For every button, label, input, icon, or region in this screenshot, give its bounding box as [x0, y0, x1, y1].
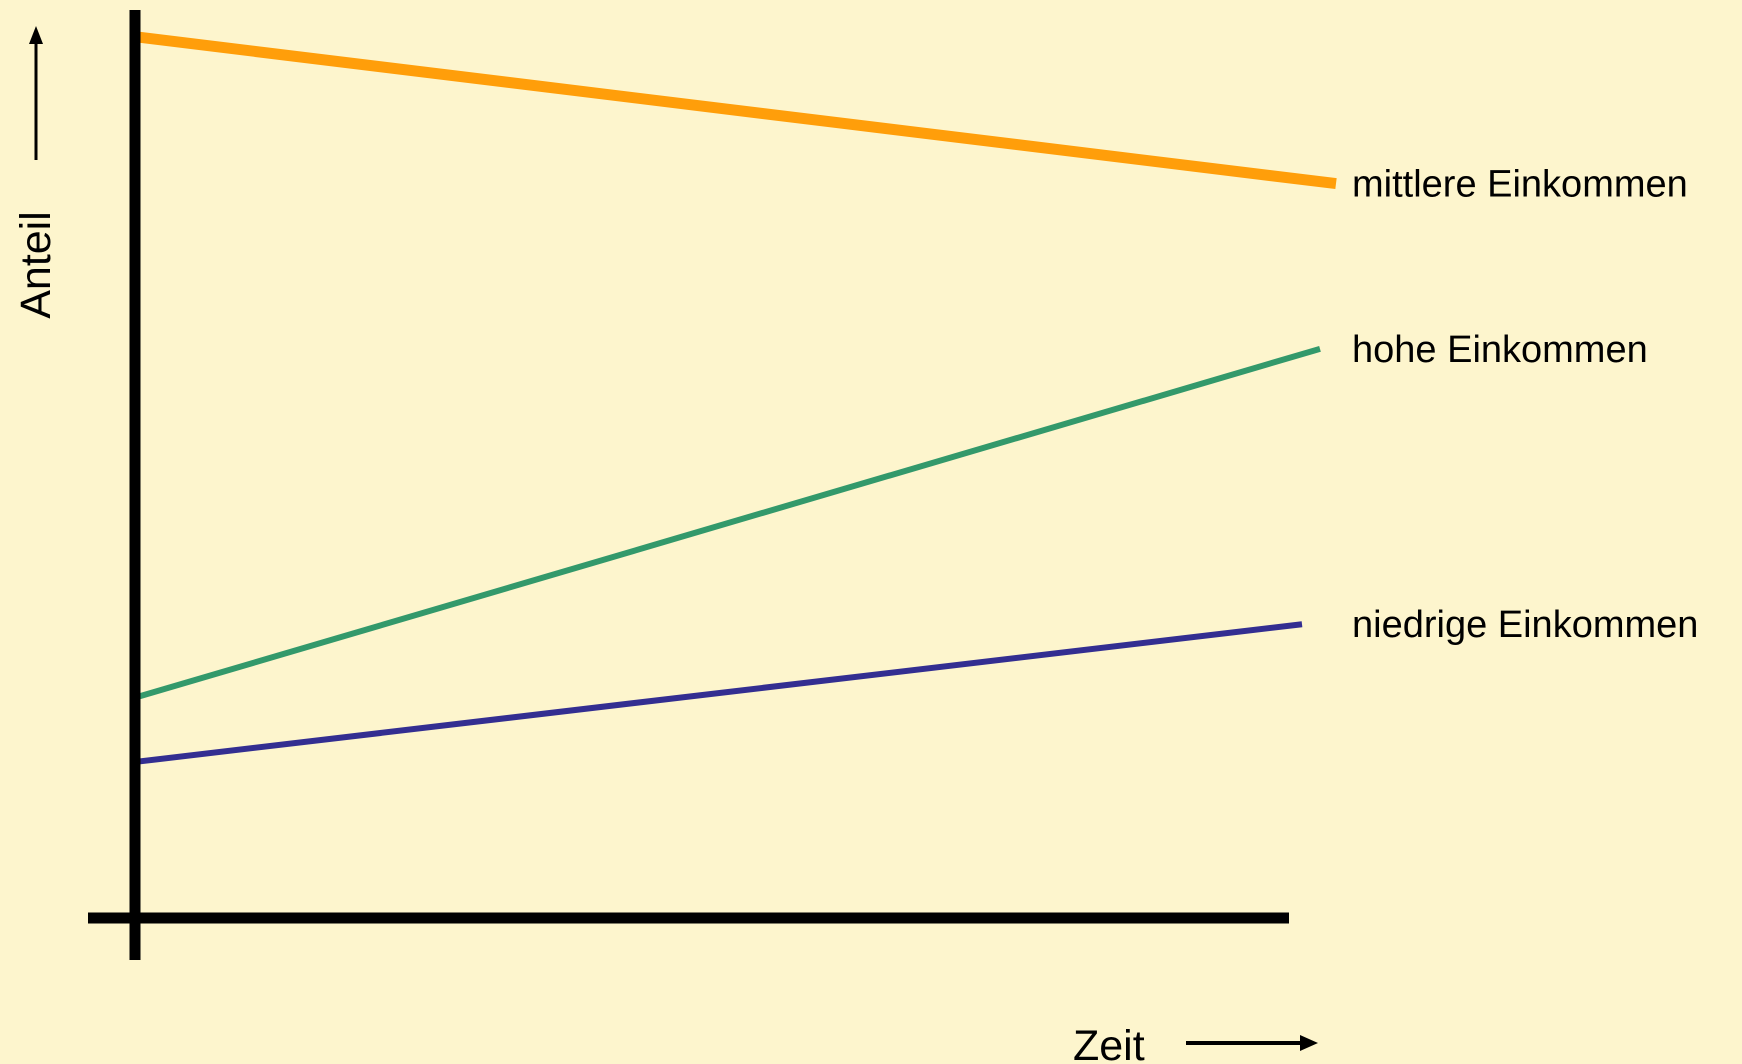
- x-axis-title: Zeit: [1073, 1022, 1318, 1064]
- series-label-mittlere-einkommen: mittlere Einkommen: [1352, 164, 1688, 206]
- series-label-niedrige-einkommen: niedrige Einkommen: [1352, 604, 1698, 646]
- y-axis-label: Anteil: [12, 211, 60, 319]
- y-axis-title: Anteil: [12, 26, 60, 319]
- x-axis-arrow-head: [1300, 1035, 1318, 1051]
- series-label-hohe-einkommen: hohe Einkommen: [1352, 329, 1648, 371]
- y-axis-arrow-head: [29, 26, 43, 44]
- series-layer: mittlere Einkommen hohe Einkommen niedrige…: [134, 31, 1698, 765]
- x-axis-label: Zeit: [1073, 1022, 1145, 1064]
- series-line-niedrige-einkommen: [134, 621, 1303, 765]
- series-line-hohe-einkommen: [134, 345, 1321, 701]
- series-line-mittlere-einkommen: [134, 31, 1337, 190]
